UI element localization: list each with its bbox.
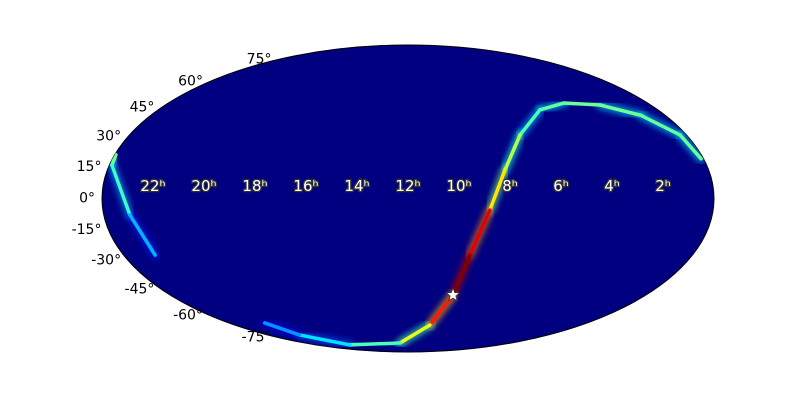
labels: 75° 60° 45° 30° 15° 0° -15° -30°-45° -60° -75° 22ʰ… xyxy=(72,51,672,346)
ra-tick-label: 20ʰ xyxy=(191,177,216,195)
lat-tick-label: -15° xyxy=(72,222,102,238)
density-core xyxy=(128,213,157,257)
lat-tick-label: -45° xyxy=(125,281,155,297)
density-core xyxy=(110,152,118,167)
ra-tick-label: 6ʰ xyxy=(553,177,569,195)
density-core xyxy=(468,208,492,257)
density-core xyxy=(110,163,132,217)
density-core xyxy=(518,108,542,137)
lat-tick-label: 75° xyxy=(247,51,272,67)
density-core xyxy=(678,133,703,161)
ra-tick-label: 14ʰ xyxy=(344,177,369,195)
ra-tick-label: 18ʰ xyxy=(242,177,267,195)
density-core xyxy=(503,133,522,172)
density-core xyxy=(262,321,302,337)
density-core xyxy=(398,323,432,345)
density-core xyxy=(598,103,643,117)
ra-tick-label: 4ʰ xyxy=(604,177,620,195)
lat-tick-label: -30° xyxy=(91,253,121,269)
sky-background xyxy=(101,44,715,353)
ra-tick-label: 2ʰ xyxy=(655,177,671,195)
source-marker xyxy=(445,286,461,302)
ra-tick-label: 10ʰ xyxy=(446,177,471,195)
ra-tick-label: 16ʰ xyxy=(293,177,318,195)
lat-tick-label: 60° xyxy=(178,73,203,89)
density-core xyxy=(297,333,352,347)
density-core xyxy=(638,113,682,137)
lat-tick-label: 15° xyxy=(77,159,102,175)
density-core xyxy=(562,101,602,107)
lat-tick-label: 30° xyxy=(96,128,121,144)
lat-tick-label: -60° xyxy=(173,308,203,324)
density-core xyxy=(538,101,566,112)
ra-tick-label: 12ʰ xyxy=(395,177,420,195)
density-core xyxy=(488,168,507,212)
density-core xyxy=(451,253,472,297)
ra-tick-label: 8ʰ xyxy=(502,177,518,195)
lat-tick-label: 0° xyxy=(79,191,95,207)
ra-tick-label: 22ʰ xyxy=(140,177,165,195)
lat-tick-label: -75° xyxy=(242,330,272,346)
density-core xyxy=(348,341,402,347)
lat-tick-label: 45° xyxy=(130,100,155,116)
